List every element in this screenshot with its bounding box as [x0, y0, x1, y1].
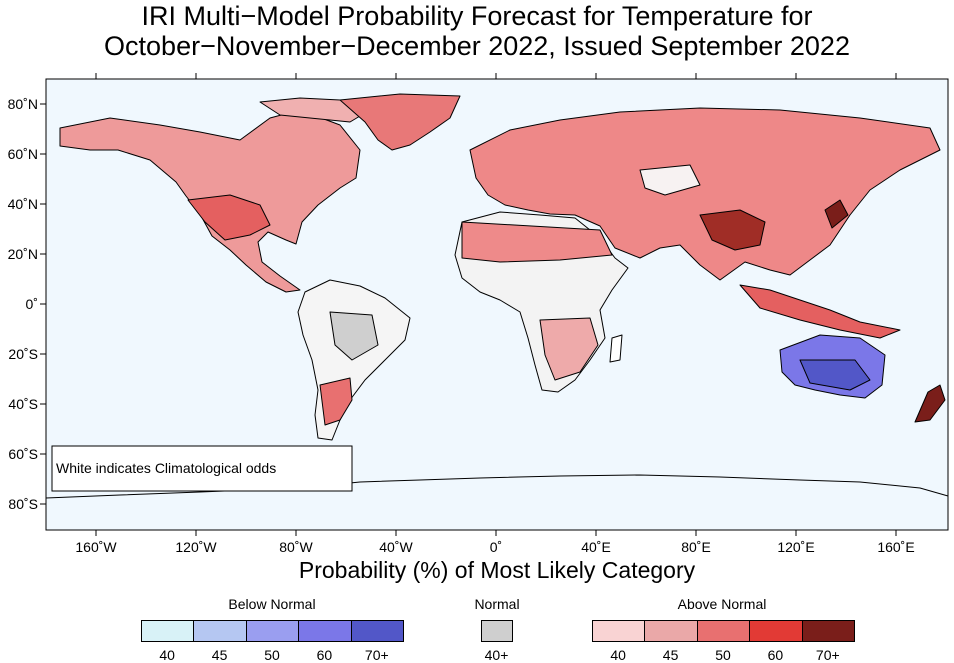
north-america-south: [187, 194, 271, 241]
above-normal-tick-label: 50: [715, 647, 731, 663]
lat-tick-label: 40˚S: [8, 396, 38, 412]
lon-tick-40e: 40˚E: [581, 73, 611, 555]
climatology-note: White indicates Climatological odds: [56, 460, 276, 476]
lat-tick-label: 40˚N: [8, 196, 38, 212]
lat-tick-40n: 40˚N: [8, 196, 46, 212]
lon-tick-0: 0˚: [490, 73, 502, 555]
below-normal-swatch-3: [245, 620, 300, 642]
above-normal-swatch-1: [592, 620, 646, 642]
africa-north-red: [461, 221, 613, 263]
lat-tick-label: 20˚N: [8, 246, 38, 262]
above-normal-tick-label: 45: [662, 647, 679, 663]
lon-tick-label: 80˚E: [681, 539, 711, 555]
lat-tick-80n: 80˚N: [8, 96, 46, 112]
lat-tick-20s: 20˚S: [8, 346, 46, 362]
lat-tick-label: 80˚N: [8, 96, 38, 112]
below-normal-tick-label: 45: [211, 647, 228, 663]
lon-tick-label: 120˚W: [175, 539, 217, 555]
lat-tick-60s: 60˚S: [8, 446, 46, 462]
madagascar: [609, 334, 623, 363]
lon-tick-label: 80˚W: [279, 539, 313, 555]
lat-tick-40s: 40˚S: [8, 396, 46, 412]
south-america-south: [319, 377, 353, 426]
lat-tick-label: 80˚S: [8, 496, 38, 512]
lat-tick-label: 60˚S: [8, 446, 38, 462]
lat-tick-label: 60˚N: [8, 146, 38, 162]
lon-tick-120w: 120˚W: [175, 73, 217, 555]
lon-tick-label: 120˚E: [777, 539, 814, 555]
lat-axis: 80˚N 60˚N 40˚N 20˚N 0˚ 20˚S 40˚S 60˚S 80…: [8, 96, 46, 512]
forecast-map: 80˚N 60˚N 40˚N 20˚N 0˚ 20˚S 40˚S 60˚S 80…: [8, 73, 949, 555]
eurasia: [469, 107, 941, 281]
normal-swatch-1: [481, 620, 513, 642]
below-normal-label: Below Normal: [228, 596, 316, 612]
lat-tick-80s: 80˚S: [8, 496, 46, 512]
below-normal-tick-label: 70+: [364, 647, 389, 663]
africa-south-red: [539, 317, 599, 381]
above-normal-swatch-5: [801, 620, 855, 642]
lon-tick-label: 0˚: [490, 539, 502, 555]
southeast-asia: [739, 284, 901, 339]
below-normal-tick-label: 50: [264, 647, 280, 663]
lon-axis: 160˚W 120˚W 80˚W 40˚W 0˚ 40˚E 80˚E 120˚E…: [75, 73, 915, 555]
lon-tick-160w: 160˚W: [75, 73, 117, 555]
above-normal-tick-label: 70+: [815, 647, 840, 663]
below-normal-tick-label: 40: [159, 647, 175, 663]
above-normal-swatch-3: [696, 620, 751, 642]
normal-label: Normal: [474, 596, 520, 612]
lat-tick-label: 20˚S: [8, 346, 38, 362]
above-normal-swatch-4: [749, 620, 803, 642]
japan: [824, 199, 849, 229]
lat-tick-20n: 20˚N: [8, 246, 46, 262]
lon-tick-80e: 80˚E: [681, 73, 711, 555]
lon-tick-80w: 80˚W: [279, 73, 314, 555]
lon-tick-label: 40˚E: [581, 539, 611, 555]
south-america-grey: [329, 311, 379, 361]
lon-tick-160e: 160˚E: [877, 73, 915, 555]
title-line-2: October−November−December 2022, Issued S…: [104, 31, 850, 61]
climatology-note-box: White indicates Climatological odds: [51, 445, 353, 492]
above-normal-swatch-2: [644, 620, 698, 642]
below-normal-swatch-5: [350, 620, 404, 642]
lat-tick-0: 0˚: [26, 296, 46, 312]
normal-tick-label: 40+: [484, 647, 509, 663]
lat-tick-label: 0˚: [26, 296, 38, 312]
lat-tick-60n: 60˚N: [8, 146, 46, 162]
below-normal-swatch-4: [298, 620, 352, 642]
below-normal-tick-label: 60: [316, 647, 333, 663]
above-normal-tick-label: 40: [610, 647, 626, 663]
lon-tick-120e: 120˚E: [777, 73, 815, 555]
title-line-1: IRI Multi−Model Probability Forecast for…: [141, 1, 813, 31]
australia-core: [799, 359, 871, 391]
new-zealand: [914, 384, 946, 423]
legend-title: Probability (%) of Most Likely Category: [298, 557, 696, 583]
greenland: [339, 93, 461, 151]
lon-tick-40w: 40˚W: [379, 73, 414, 555]
lon-tick-label: 160˚E: [877, 539, 914, 555]
central-asia-white: [639, 164, 701, 196]
above-normal-tick-label: 60: [767, 647, 784, 663]
above-normal-label: Above Normal: [677, 596, 767, 612]
below-normal-swatch-2: [193, 620, 247, 642]
lon-tick-label: 40˚W: [379, 539, 413, 555]
below-normal-swatch-1: [141, 620, 195, 642]
asia-dark: [699, 209, 766, 251]
lon-tick-label: 160˚W: [75, 539, 117, 555]
land-masses: [45, 93, 949, 499]
